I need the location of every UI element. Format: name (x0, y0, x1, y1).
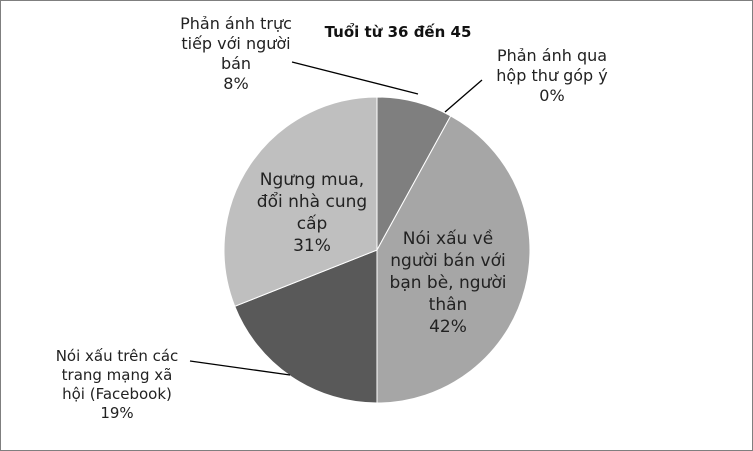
slice-label-line: Nói xấu về (403, 228, 493, 249)
slice-value-label: 19% (100, 404, 133, 422)
slice-label-0: Phản ánh trực tiếp với người bán 8% (180, 14, 292, 93)
slice-label-line: bán (221, 54, 251, 73)
slice-label-2: Nói xấu về người bán với bạn bè, người thân… (390, 228, 507, 337)
slice-value-label: 42% (429, 317, 467, 337)
slice-label-1: Phản ánh qua hộp thư góp ý 0% (496, 46, 607, 105)
slice-value-label: 0% (539, 86, 564, 105)
leader-line-0 (291, 61, 419, 95)
slice-label-line: người bán với (390, 251, 505, 271)
slice-label-line: cấp (297, 213, 328, 234)
slice-label-line: đổi nhà cung (257, 191, 367, 212)
slice-label-line: thân (429, 295, 468, 315)
slice-label-line: hội (Facebook) (62, 385, 172, 403)
slice-label-line: hộp thư góp ý (496, 66, 607, 85)
slice-label-line: Phản ánh qua (497, 46, 607, 65)
slice-label-3: Nói xấu trên các trang mạng xã hội (Facebo… (56, 347, 179, 422)
slice-label-line: Phản ánh trực (180, 14, 292, 33)
pie-slice-4 (223, 96, 378, 307)
leader-line-3 (189, 360, 291, 376)
leader-line-1 (444, 79, 483, 113)
slice-label-line: Ngưng mua, (260, 170, 364, 190)
slice-value-label: 8% (223, 74, 248, 93)
slice-label-line: bạn bè, người (390, 273, 507, 293)
slice-value-label: 31% (293, 236, 331, 256)
slice-label-line: tiếp với người (181, 34, 290, 53)
slice-label-4: Ngưng mua, đổi nhà cung cấp 31% (257, 170, 367, 256)
pie-slice-3 (234, 249, 378, 404)
slice-label-line: trang mạng xã (62, 366, 173, 384)
chart-title: Tuổi từ 36 đến 45 (325, 22, 472, 41)
pie-slice-2 (376, 115, 531, 404)
slice-label-line: Nói xấu trên các (56, 347, 179, 365)
